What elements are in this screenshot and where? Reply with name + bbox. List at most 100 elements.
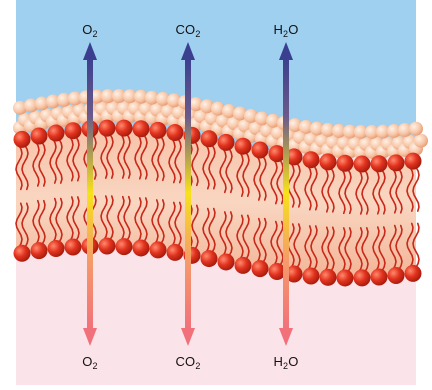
co2-bottom-label: CO2	[175, 354, 201, 371]
back-head	[332, 123, 346, 138]
lipid-tail	[32, 199, 40, 246]
lipid-tail	[293, 223, 301, 269]
lipid-tail	[117, 133, 125, 179]
lipid-tail	[66, 135, 74, 182]
lipid-tail	[225, 147, 233, 194]
lipid-tail	[395, 168, 403, 214]
back-head	[35, 96, 49, 111]
lipid-tail	[123, 133, 131, 179]
lipid-tail	[395, 224, 403, 271]
lipid-tail	[117, 195, 125, 242]
lipid-tail	[361, 227, 369, 273]
lipid-tail	[304, 225, 312, 271]
phospholipid-head	[166, 243, 184, 261]
back-head	[266, 113, 280, 128]
lipid-tail	[174, 137, 182, 184]
phospholipid-head	[319, 268, 337, 286]
lipid-tail	[276, 220, 284, 267]
o2-arrow-head-up	[83, 42, 97, 60]
back-head	[123, 89, 137, 104]
back-head	[211, 101, 225, 116]
phospholipid-head	[30, 242, 48, 260]
back-head	[167, 93, 181, 108]
co2-arrow-shaft	[185, 56, 191, 330]
back-head	[321, 122, 335, 137]
co2-arrow-head-down	[181, 328, 195, 346]
phospholipid-head	[336, 154, 354, 172]
lipid-tail	[106, 133, 114, 179]
phospholipid-head	[353, 155, 371, 173]
phospholipid-head	[387, 154, 405, 172]
lipid-tail	[242, 151, 250, 197]
back-head	[90, 89, 104, 104]
lipid-tail	[49, 197, 57, 244]
lipid-tail	[157, 199, 165, 245]
right-border	[416, 0, 432, 385]
lipid-tail	[208, 207, 216, 254]
lipid-tail	[15, 144, 23, 191]
o2-arrow-shaft	[87, 56, 93, 330]
phospholipid-head	[30, 127, 48, 145]
lipid-tail	[191, 140, 199, 187]
lipid-tail	[15, 202, 23, 249]
lipid-tail	[236, 214, 244, 261]
phospholipid-head	[387, 267, 405, 285]
lipid-tail	[378, 226, 386, 272]
phospholipid-head	[285, 148, 303, 166]
lipid-tail	[344, 168, 352, 215]
lipid-tail	[242, 214, 250, 261]
back-head	[343, 124, 357, 139]
back-head	[414, 133, 428, 148]
back-head	[189, 97, 203, 112]
co2-top-label: CO2	[175, 22, 201, 39]
phospholipid-head	[115, 238, 133, 256]
back-head	[376, 124, 390, 139]
lipid-tail	[259, 155, 267, 201]
lipid-tail	[32, 141, 40, 187]
lipid-tail	[168, 137, 176, 184]
phospholipid-head	[64, 122, 82, 140]
phospholipid-head	[302, 151, 320, 169]
lipid-tail	[270, 220, 278, 267]
phospholipid-head	[217, 253, 235, 271]
h2o-arrow-head-down	[279, 328, 293, 346]
left-border	[0, 0, 16, 385]
phospholipid-head	[234, 256, 252, 274]
lipid-tail	[208, 143, 216, 190]
back-head	[101, 89, 115, 104]
lipid-tail	[406, 222, 414, 269]
lipid-tail	[253, 217, 261, 264]
lipid-tail	[123, 195, 131, 242]
lipid-tail	[49, 138, 57, 184]
phospholipid-head	[319, 153, 337, 171]
back-head	[112, 89, 126, 104]
lipid-tail	[389, 224, 397, 271]
lipid-tail	[174, 201, 182, 248]
back-head	[409, 121, 423, 136]
lipid-tail	[412, 222, 420, 269]
co2-arrow-head-up	[181, 42, 195, 60]
lipid-tail	[100, 195, 108, 241]
phospholipid-head	[149, 121, 167, 139]
back-head	[233, 106, 247, 121]
phospholipid-head	[302, 267, 320, 285]
back-head	[299, 119, 313, 134]
lipid-tail	[55, 138, 63, 184]
lipid-tail	[372, 169, 380, 215]
back-head	[13, 100, 27, 115]
lipid-tail	[219, 147, 227, 194]
phospholipid-head	[285, 265, 303, 283]
back-head	[156, 91, 170, 106]
phospholipid-head	[251, 260, 269, 278]
lipid-tail	[191, 204, 199, 251]
lipid-tail	[140, 197, 148, 243]
lipid-tail	[202, 143, 210, 190]
h2o-arrow-head-up	[279, 42, 293, 60]
lipid-tail	[219, 211, 227, 257]
lipid-tail	[270, 158, 278, 205]
lipid-tail	[378, 169, 386, 215]
back-head	[134, 89, 148, 104]
back-head	[255, 111, 269, 126]
back-head	[57, 92, 71, 107]
